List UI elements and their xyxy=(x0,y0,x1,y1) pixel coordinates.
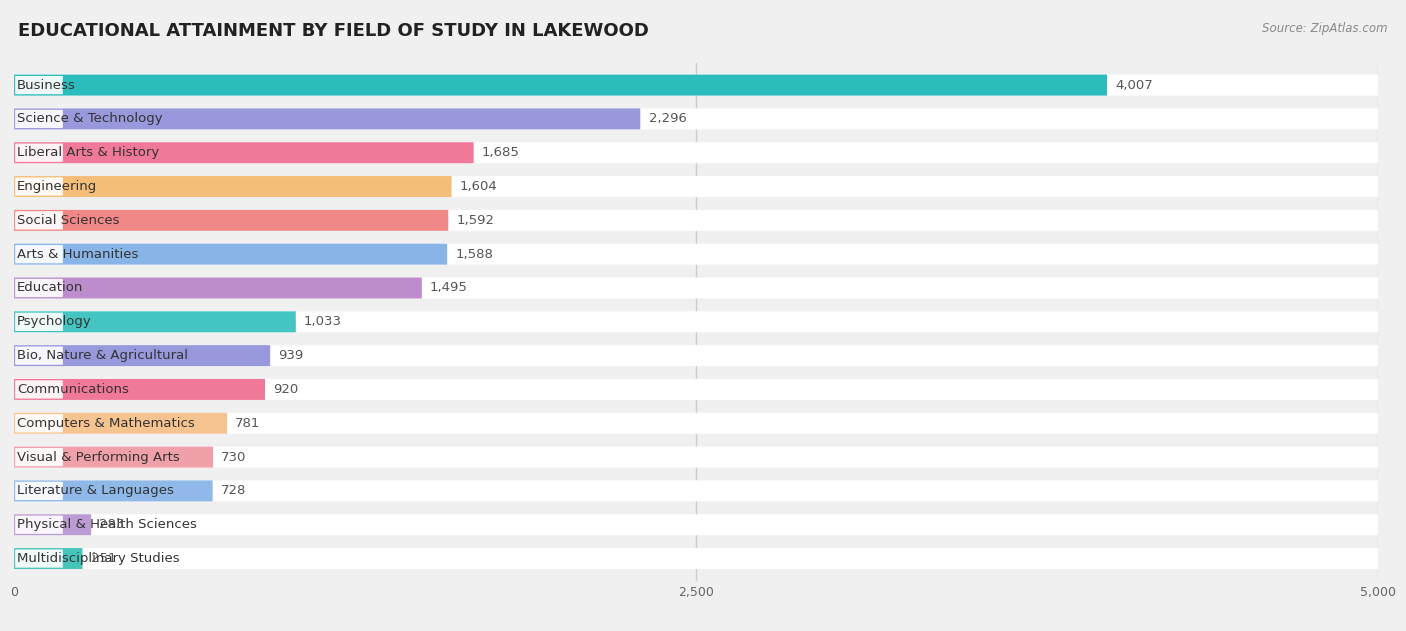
FancyBboxPatch shape xyxy=(14,548,1378,569)
FancyBboxPatch shape xyxy=(14,345,1378,366)
FancyBboxPatch shape xyxy=(14,210,1378,231)
Text: 730: 730 xyxy=(221,451,246,464)
FancyBboxPatch shape xyxy=(14,244,1378,264)
FancyBboxPatch shape xyxy=(14,210,449,231)
FancyBboxPatch shape xyxy=(15,245,63,263)
FancyBboxPatch shape xyxy=(15,211,63,230)
FancyBboxPatch shape xyxy=(14,278,1378,298)
FancyBboxPatch shape xyxy=(14,413,228,433)
FancyBboxPatch shape xyxy=(14,311,1378,333)
FancyBboxPatch shape xyxy=(14,447,1378,468)
FancyBboxPatch shape xyxy=(14,244,447,264)
FancyBboxPatch shape xyxy=(14,109,640,129)
FancyBboxPatch shape xyxy=(14,278,422,298)
FancyBboxPatch shape xyxy=(15,414,63,432)
FancyBboxPatch shape xyxy=(15,516,63,534)
FancyBboxPatch shape xyxy=(15,380,63,399)
FancyBboxPatch shape xyxy=(14,74,1107,95)
FancyBboxPatch shape xyxy=(15,76,63,94)
FancyBboxPatch shape xyxy=(15,279,63,297)
FancyBboxPatch shape xyxy=(14,345,270,366)
Text: 1,033: 1,033 xyxy=(304,316,342,328)
Text: Social Sciences: Social Sciences xyxy=(17,214,120,227)
Text: Visual & Performing Arts: Visual & Performing Arts xyxy=(17,451,180,464)
Text: 781: 781 xyxy=(235,416,260,430)
FancyBboxPatch shape xyxy=(15,550,63,568)
Text: 1,592: 1,592 xyxy=(457,214,495,227)
Text: Physical & Health Sciences: Physical & Health Sciences xyxy=(17,518,197,531)
Text: Science & Technology: Science & Technology xyxy=(17,112,163,126)
FancyBboxPatch shape xyxy=(15,313,63,331)
Text: 939: 939 xyxy=(278,349,304,362)
Text: 920: 920 xyxy=(273,383,298,396)
Text: 1,685: 1,685 xyxy=(482,146,520,159)
Text: EDUCATIONAL ATTAINMENT BY FIELD OF STUDY IN LAKEWOOD: EDUCATIONAL ATTAINMENT BY FIELD OF STUDY… xyxy=(18,22,650,40)
FancyBboxPatch shape xyxy=(14,413,1378,433)
FancyBboxPatch shape xyxy=(14,311,295,333)
FancyBboxPatch shape xyxy=(15,482,63,500)
FancyBboxPatch shape xyxy=(15,177,63,196)
Text: 2,296: 2,296 xyxy=(648,112,686,126)
Text: 251: 251 xyxy=(91,552,117,565)
Text: Source: ZipAtlas.com: Source: ZipAtlas.com xyxy=(1263,22,1388,35)
FancyBboxPatch shape xyxy=(15,144,63,162)
FancyBboxPatch shape xyxy=(15,448,63,466)
FancyBboxPatch shape xyxy=(14,142,474,163)
FancyBboxPatch shape xyxy=(14,142,1378,163)
FancyBboxPatch shape xyxy=(14,480,212,502)
FancyBboxPatch shape xyxy=(14,480,1378,502)
FancyBboxPatch shape xyxy=(14,514,91,535)
FancyBboxPatch shape xyxy=(14,447,214,468)
Text: 1,588: 1,588 xyxy=(456,248,494,261)
Text: Multidisciplinary Studies: Multidisciplinary Studies xyxy=(17,552,180,565)
FancyBboxPatch shape xyxy=(14,176,451,197)
Text: Computers & Mathematics: Computers & Mathematics xyxy=(17,416,194,430)
Text: 1,495: 1,495 xyxy=(430,281,468,295)
Text: Psychology: Psychology xyxy=(17,316,91,328)
Text: Liberal Arts & History: Liberal Arts & History xyxy=(17,146,159,159)
FancyBboxPatch shape xyxy=(14,176,1378,197)
FancyBboxPatch shape xyxy=(15,346,63,365)
FancyBboxPatch shape xyxy=(14,514,1378,535)
Text: 1,604: 1,604 xyxy=(460,180,498,193)
Text: Education: Education xyxy=(17,281,83,295)
FancyBboxPatch shape xyxy=(14,74,1378,95)
Text: Literature & Languages: Literature & Languages xyxy=(17,485,174,497)
FancyBboxPatch shape xyxy=(15,110,63,128)
Text: 4,007: 4,007 xyxy=(1115,79,1153,91)
Text: Bio, Nature & Agricultural: Bio, Nature & Agricultural xyxy=(17,349,188,362)
Text: 728: 728 xyxy=(221,485,246,497)
Text: Business: Business xyxy=(17,79,76,91)
Text: 283: 283 xyxy=(100,518,125,531)
Text: Communications: Communications xyxy=(17,383,129,396)
FancyBboxPatch shape xyxy=(14,548,83,569)
Text: Engineering: Engineering xyxy=(17,180,97,193)
Text: Arts & Humanities: Arts & Humanities xyxy=(17,248,138,261)
FancyBboxPatch shape xyxy=(14,109,1378,129)
FancyBboxPatch shape xyxy=(14,379,1378,400)
FancyBboxPatch shape xyxy=(14,379,264,400)
